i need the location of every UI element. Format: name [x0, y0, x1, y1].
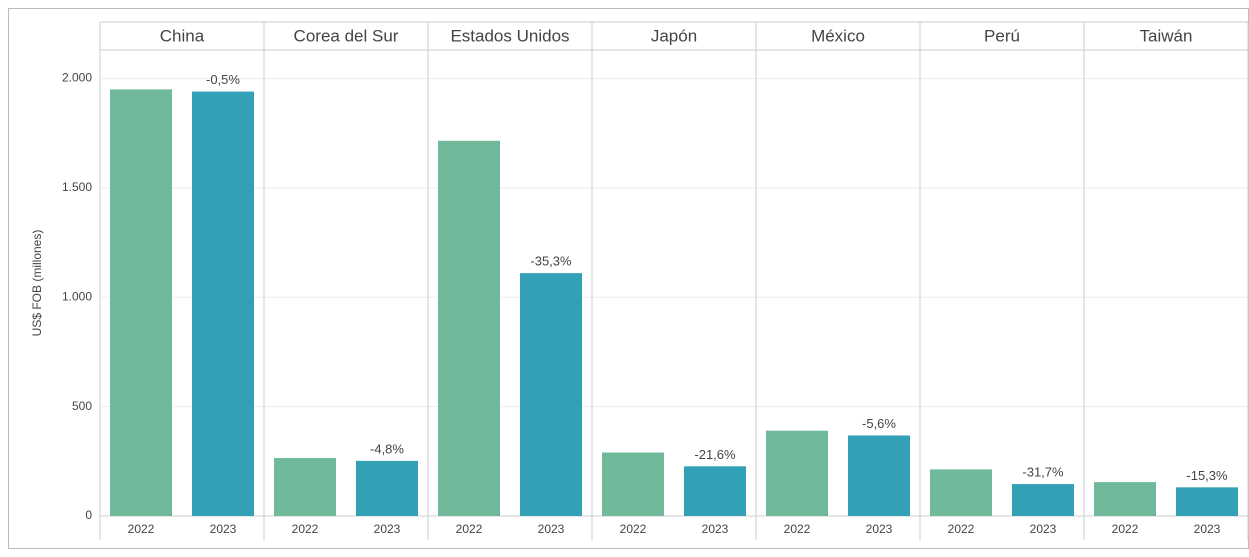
facet-label: China: [160, 26, 205, 45]
facet-label: Japón: [651, 26, 697, 45]
bar: [1094, 482, 1156, 516]
x-tick-label: 2022: [456, 522, 483, 536]
bar: [602, 452, 664, 516]
change-label: -35,3%: [530, 254, 572, 269]
bar: [274, 458, 336, 516]
facet-label: México: [811, 26, 865, 45]
change-label: -5,6%: [862, 416, 896, 431]
y-tick-label: 0: [85, 508, 92, 522]
bar: [520, 273, 582, 516]
bar: [1176, 487, 1238, 516]
change-label: -15,3%: [1186, 468, 1228, 483]
bar: [684, 466, 746, 516]
facet-label: Estados Unidos: [450, 26, 569, 45]
bar: [356, 460, 418, 516]
x-tick-label: 2023: [374, 522, 401, 536]
x-tick-label: 2023: [1194, 522, 1221, 536]
x-tick-label: 2023: [866, 522, 893, 536]
bar: [192, 91, 254, 516]
x-tick-label: 2022: [1112, 522, 1139, 536]
x-tick-label: 2022: [128, 522, 155, 536]
bar: [438, 140, 500, 516]
facet-label: Taiwán: [1140, 26, 1193, 45]
bar: [110, 89, 172, 516]
x-tick-label: 2023: [210, 522, 237, 536]
bar: [848, 435, 910, 516]
x-tick-label: 2022: [784, 522, 811, 536]
y-tick-label: 1.500: [62, 180, 92, 194]
change-label: -21,6%: [694, 447, 736, 462]
bar: [1012, 484, 1074, 516]
x-tick-label: 2023: [702, 522, 729, 536]
y-tick-label: 500: [72, 399, 92, 413]
bar: [766, 430, 828, 516]
facet-label: Perú: [984, 26, 1020, 45]
y-axis-label: US$ FOB (millones): [30, 230, 44, 337]
y-tick-label: 1.000: [62, 289, 92, 303]
change-label: -31,7%: [1022, 464, 1064, 479]
x-tick-label: 2023: [538, 522, 565, 536]
x-tick-label: 2023: [1030, 522, 1057, 536]
x-tick-label: 2022: [948, 522, 975, 536]
y-tick-label: 2.000: [62, 71, 92, 85]
facet-label: Corea del Sur: [294, 26, 399, 45]
x-tick-label: 2022: [292, 522, 319, 536]
bar: [930, 469, 992, 516]
change-label: -0,5%: [206, 72, 240, 87]
change-label: -4,8%: [370, 441, 404, 456]
x-tick-label: 2022: [620, 522, 647, 536]
